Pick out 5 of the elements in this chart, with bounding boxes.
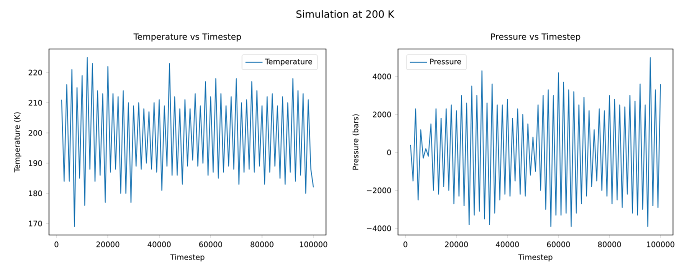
text: Simulation at 200 K [296, 10, 394, 18]
chart-title: Temperature vs Timestep [134, 33, 241, 42]
chart-title: Pressure vs Timestep [491, 33, 580, 42]
line-series [61, 57, 314, 227]
line-series [410, 57, 661, 227]
